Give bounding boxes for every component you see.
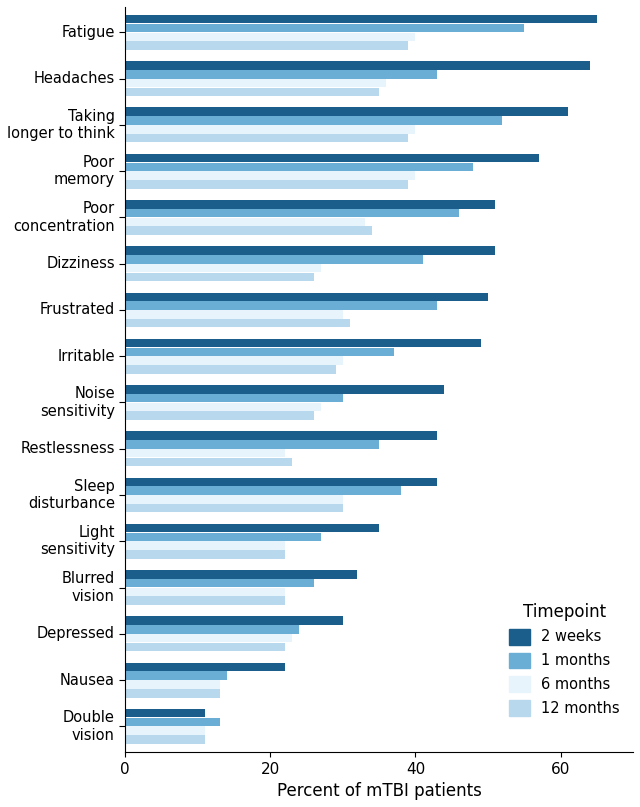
Bar xyxy=(125,365,335,374)
Bar xyxy=(125,617,343,625)
Bar xyxy=(125,663,285,671)
Bar xyxy=(125,680,220,688)
Bar xyxy=(125,357,343,365)
Bar xyxy=(125,171,415,180)
Bar xyxy=(125,587,285,596)
Bar xyxy=(125,504,343,512)
Bar xyxy=(125,412,314,420)
Bar xyxy=(125,385,444,394)
Bar xyxy=(125,301,437,310)
Bar xyxy=(125,61,589,69)
Bar xyxy=(125,319,350,328)
Bar xyxy=(125,180,408,189)
Bar xyxy=(125,440,379,449)
Bar xyxy=(125,107,568,116)
Bar xyxy=(125,671,227,680)
Bar xyxy=(125,339,481,347)
Bar xyxy=(125,162,474,171)
Bar xyxy=(125,264,321,272)
Bar xyxy=(125,153,539,162)
Bar xyxy=(125,116,502,125)
Bar xyxy=(125,209,459,217)
Bar xyxy=(125,533,321,541)
Bar xyxy=(125,541,285,550)
Bar xyxy=(125,226,372,235)
Legend: 2 weeks, 1 months, 6 months, 12 months: 2 weeks, 1 months, 6 months, 12 months xyxy=(504,597,626,722)
Bar xyxy=(125,70,437,78)
Bar xyxy=(125,487,401,495)
Bar xyxy=(125,726,205,735)
Bar xyxy=(125,524,379,533)
Bar xyxy=(125,41,408,50)
Bar xyxy=(125,255,422,264)
Bar xyxy=(125,348,394,356)
Bar xyxy=(125,134,408,142)
Bar xyxy=(125,394,343,403)
Bar xyxy=(125,689,220,697)
Bar xyxy=(125,495,343,504)
Bar xyxy=(125,634,292,642)
Bar xyxy=(125,79,387,87)
Bar xyxy=(125,125,415,134)
Bar xyxy=(125,292,488,301)
X-axis label: Percent of mTBI patients: Percent of mTBI patients xyxy=(276,782,481,800)
Bar xyxy=(125,218,365,226)
Bar xyxy=(125,15,596,23)
Bar xyxy=(125,88,379,96)
Bar xyxy=(125,246,495,255)
Bar xyxy=(125,273,314,281)
Bar xyxy=(125,550,285,558)
Bar xyxy=(125,23,524,32)
Bar xyxy=(125,735,205,744)
Bar xyxy=(125,403,321,411)
Bar xyxy=(125,449,285,458)
Bar xyxy=(125,200,495,208)
Bar xyxy=(125,32,415,41)
Bar xyxy=(125,579,314,587)
Bar xyxy=(125,458,292,466)
Bar xyxy=(125,642,285,651)
Bar xyxy=(125,478,437,486)
Bar xyxy=(125,570,357,579)
Bar xyxy=(125,625,300,633)
Bar xyxy=(125,310,343,319)
Bar xyxy=(125,709,205,717)
Bar xyxy=(125,596,285,605)
Bar xyxy=(125,717,220,726)
Bar xyxy=(125,431,437,440)
